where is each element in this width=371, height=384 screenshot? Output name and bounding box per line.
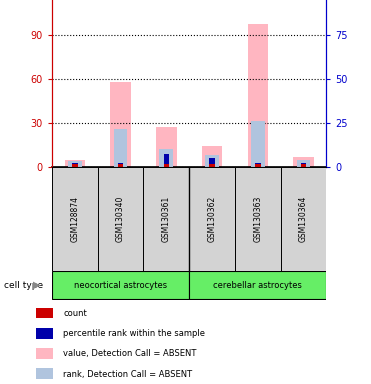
Text: rank, Detection Call = ABSENT: rank, Detection Call = ABSENT (63, 370, 192, 379)
Bar (189, 167, 235, 271)
Bar (209, 164, 215, 167)
Text: GSM130363: GSM130363 (253, 196, 262, 242)
Bar (114, 129, 128, 167)
Bar (164, 164, 169, 167)
Bar (293, 157, 314, 167)
Bar (160, 149, 173, 167)
Bar (36, 348, 53, 359)
Bar (255, 163, 260, 167)
Bar (72, 163, 78, 167)
Bar (118, 163, 123, 167)
Bar (156, 127, 177, 167)
Bar (251, 121, 265, 167)
Bar (205, 155, 219, 167)
Bar (202, 146, 222, 167)
Text: neocortical astrocytes: neocortical astrocytes (74, 281, 167, 290)
Bar (36, 328, 53, 339)
Bar (36, 308, 53, 318)
Text: cerebellar astrocytes: cerebellar astrocytes (213, 281, 302, 290)
Bar (144, 167, 189, 271)
Text: GSM130362: GSM130362 (208, 196, 217, 242)
Bar (209, 158, 215, 167)
Bar (189, 271, 326, 299)
Bar (301, 164, 306, 167)
Text: ▶: ▶ (33, 280, 41, 290)
Bar (98, 167, 144, 271)
Text: GSM128874: GSM128874 (70, 196, 79, 242)
Bar (235, 167, 281, 271)
Text: percentile rank within the sample: percentile rank within the sample (63, 329, 205, 338)
Text: count: count (63, 309, 87, 318)
Text: GSM130361: GSM130361 (162, 196, 171, 242)
Bar (68, 161, 82, 167)
Text: value, Detection Call = ABSENT: value, Detection Call = ABSENT (63, 349, 197, 358)
Text: GSM130340: GSM130340 (116, 196, 125, 242)
Bar (301, 163, 306, 167)
Bar (297, 160, 311, 167)
Bar (247, 24, 268, 167)
Bar (52, 271, 189, 299)
Bar (65, 160, 85, 167)
Bar (36, 369, 53, 379)
Text: GSM130364: GSM130364 (299, 196, 308, 242)
Bar (110, 82, 131, 167)
Bar (255, 164, 260, 167)
Bar (164, 154, 169, 167)
Text: cell type: cell type (4, 281, 43, 290)
Bar (72, 164, 78, 167)
Bar (281, 167, 326, 271)
Bar (118, 164, 123, 167)
Bar (52, 167, 98, 271)
